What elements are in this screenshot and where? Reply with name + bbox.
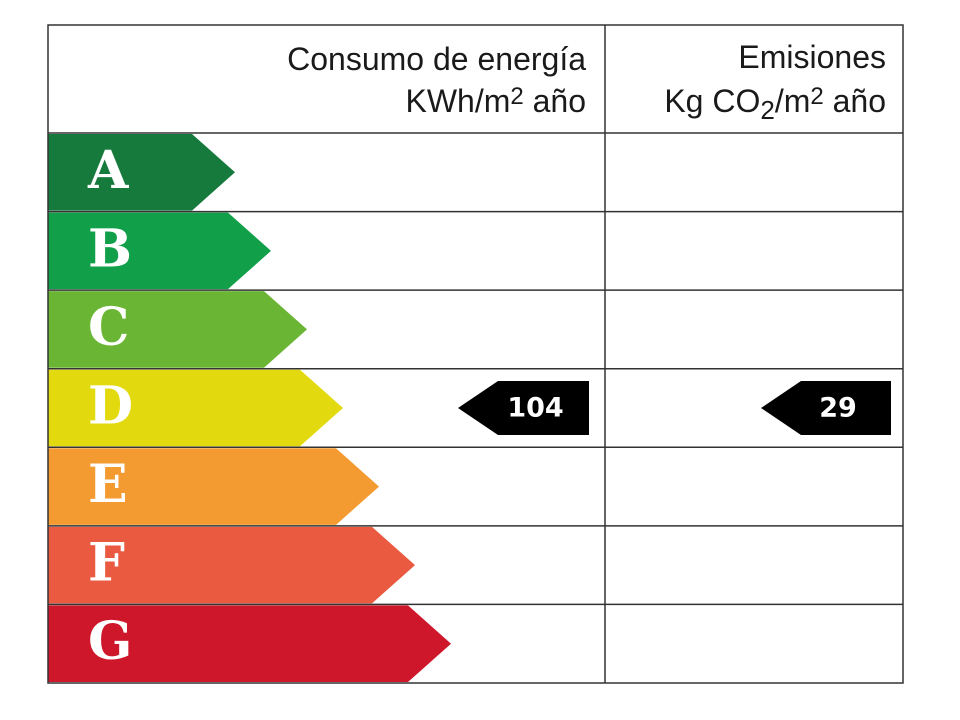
class-arrow — [48, 526, 415, 604]
energy-title: Consumo de energía — [287, 41, 586, 77]
table-grid — [47, 24, 904, 684]
class-letter: E — [88, 454, 128, 515]
class-letter: D — [88, 376, 133, 437]
emissions-title: Emisiones — [738, 39, 886, 75]
class-letter: A — [87, 140, 129, 201]
rating-arrow — [458, 381, 589, 435]
class-arrow — [48, 212, 271, 290]
unit-part: /m — [775, 83, 811, 119]
unit-part: KWh/m — [405, 83, 510, 119]
unit-part: Kg CO — [664, 83, 760, 119]
energy-unit: KWh/m2 año — [405, 83, 586, 119]
unit-part: 2 — [810, 83, 823, 110]
class-letter: F — [88, 533, 125, 594]
rating-value: 29 — [819, 393, 857, 424]
unit-part: año — [824, 83, 886, 119]
rating-arrow — [761, 381, 891, 435]
class-letter: B — [88, 218, 132, 279]
rating-value: 104 — [507, 393, 563, 424]
class-arrow — [48, 448, 379, 525]
emissions-unit: Kg CO2/m2 año — [664, 83, 886, 125]
unit-part: año — [524, 83, 586, 119]
unit-part: 2 — [760, 95, 774, 125]
class-arrow — [48, 134, 235, 211]
unit-part: 2 — [510, 83, 523, 110]
class-arrow — [48, 605, 451, 682]
class-letter: G — [88, 611, 132, 672]
class-arrow — [48, 369, 343, 447]
class-arrow — [48, 291, 307, 368]
class-letter: C — [88, 297, 129, 358]
